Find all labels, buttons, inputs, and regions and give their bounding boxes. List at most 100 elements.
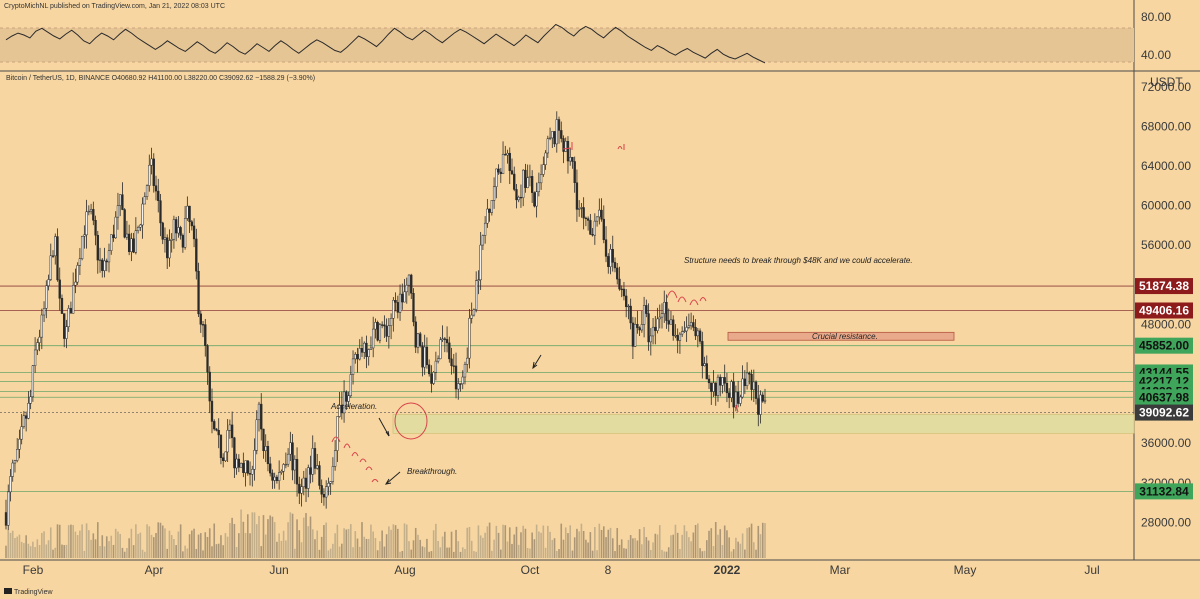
candle-body: [293, 459, 296, 471]
candle-body: [244, 460, 247, 473]
volume-bar: [294, 548, 296, 558]
volume-bar: [672, 534, 675, 558]
volume-bar: [67, 525, 70, 558]
volume-bar: [692, 532, 695, 558]
volume-bar: [558, 549, 560, 558]
volume-bar: [320, 536, 323, 558]
candle-body: [98, 259, 102, 262]
price-badge: 51874.38: [1135, 278, 1193, 295]
volume-bar: [484, 532, 486, 558]
volume-bar: [144, 551, 146, 558]
candle-body: [372, 328, 375, 349]
candle-body: [689, 322, 693, 327]
price-badge: 40637.98: [1135, 389, 1193, 406]
volume-bar: [244, 532, 247, 558]
candle-body: [132, 238, 135, 253]
candle-body: [533, 192, 536, 207]
volume-bar: [128, 538, 130, 558]
volume-bar: [513, 534, 516, 558]
volume-bar: [72, 524, 74, 558]
candle-body: [443, 338, 446, 340]
candle-body: [757, 398, 760, 415]
volume-bar: [126, 547, 128, 558]
volume-bar: [103, 546, 106, 558]
volume-bar: [29, 546, 32, 558]
y-tick-label: 64000.00: [1141, 159, 1191, 173]
volume-bar: [452, 551, 455, 558]
volume-bar: [367, 538, 370, 558]
candle-body: [356, 354, 359, 360]
price-badge: 39092.62: [1135, 404, 1193, 421]
candle-body: [367, 349, 370, 357]
volume-bar: [65, 544, 68, 558]
candle-body: [591, 234, 594, 236]
candle-body: [544, 152, 547, 165]
candle-body: [228, 424, 232, 431]
volume-bar: [705, 540, 708, 558]
volume-bar: [278, 533, 280, 558]
rsi-band: [0, 28, 1134, 62]
volume-bar: [61, 544, 63, 558]
y-tick-label: 72000.00: [1141, 80, 1191, 94]
candle-body: [434, 360, 438, 373]
candle-body: [450, 358, 453, 366]
volume-bar: [390, 529, 392, 558]
volume-bar: [152, 537, 155, 558]
volume-bar: [280, 540, 283, 558]
volume-bar: [658, 525, 661, 558]
volume-bar: [193, 528, 195, 558]
candle-body: [18, 438, 21, 450]
x-tick-label: 8: [605, 563, 612, 577]
volume-bar: [470, 540, 473, 558]
volume-bar: [146, 524, 148, 558]
volume-bar: [421, 546, 424, 558]
volume-bar: [423, 547, 426, 558]
volume-bar: [699, 548, 701, 558]
y-tick-label: 56000.00: [1141, 238, 1191, 252]
volume-bar: [365, 538, 368, 558]
candle-body: [360, 348, 364, 353]
candle-body: [246, 460, 249, 474]
resistance-zone: [727, 331, 955, 341]
volume-bar: [739, 543, 742, 558]
candle-body: [497, 168, 500, 173]
candle-body: [302, 477, 305, 488]
volume-bar: [92, 533, 95, 558]
volume-bar: [356, 538, 359, 558]
price-badge-label: 39092.62: [1139, 406, 1189, 420]
candle-body: [42, 308, 46, 316]
volume-bar: [32, 541, 34, 558]
volume-bar: [712, 546, 715, 558]
volume-bar: [166, 548, 169, 558]
volume-bar: [544, 547, 547, 558]
candle-body: [172, 219, 176, 240]
volume-bar: [663, 551, 666, 558]
volume-bar: [750, 523, 753, 558]
volume-bar: [52, 549, 54, 558]
volume-bar: [399, 551, 401, 558]
candle-body: [76, 265, 79, 283]
candle-body: [351, 358, 355, 375]
candle-body: [179, 227, 182, 236]
volume-bar: [379, 541, 381, 558]
annotation-resistance: Crucial resistance.: [812, 332, 878, 341]
candle-body: [16, 449, 19, 461]
candle-body: [175, 219, 178, 234]
volume-bar: [714, 522, 717, 558]
candle-body: [51, 255, 55, 257]
candle-body: [504, 153, 507, 156]
volume-bar: [755, 549, 757, 558]
candle-body: [148, 164, 151, 186]
candle-body: [524, 169, 527, 188]
volume-bar: [578, 531, 580, 558]
volume-bar: [341, 543, 343, 558]
candle-body: [157, 190, 160, 201]
volume-bar: [90, 539, 92, 558]
volume-bar: [526, 548, 529, 558]
candle-body: [716, 376, 720, 396]
volume-bar: [450, 531, 453, 558]
candle-body: [618, 278, 621, 290]
volume-bar: [764, 523, 766, 558]
candle-body: [396, 302, 399, 313]
candle-body: [448, 342, 451, 360]
